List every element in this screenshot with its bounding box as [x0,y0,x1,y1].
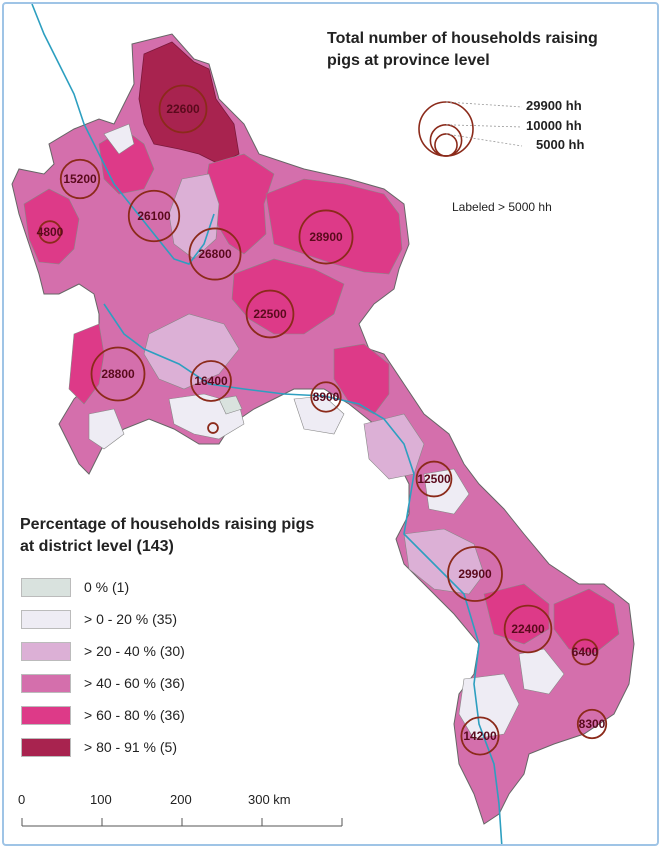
province-circle [503,604,553,654]
legend-swatch-0 [21,578,71,597]
district-hotpink-4 [23,188,80,265]
district-legend-title-line2: at district level (143) [20,538,174,555]
province-circle [207,422,219,434]
scale-label-100: 100 [90,792,112,807]
district-legend-title: Percentage of households raising pigs at… [20,514,380,558]
province-value-label: 4800 [37,225,64,239]
district-gray [218,395,243,415]
district-lilac-2 [143,313,240,390]
labeled-threshold-note: Labeled > 5000 hh [452,200,552,214]
legend-label-4: > 60 - 80 % (36) [84,707,185,723]
size-legend-leader [445,133,523,147]
rivers [31,4,503,844]
legend-swatch-5 [21,738,71,757]
district-lilac-5 [403,528,485,595]
size-legend-label-large: 29900 hh [526,98,582,113]
province-circle [245,289,295,339]
province-circle [158,84,208,134]
size-legend-circle [429,123,463,157]
province-circle [127,189,181,243]
mekong-river-south [103,303,503,844]
size-legend-leader [445,124,523,128]
legend-swatch-3 [21,674,71,693]
province-circle [571,638,599,666]
district-hotpink-2 [265,178,403,275]
province-circle [415,460,453,498]
map-title: Total number of households raising pigs … [327,28,657,72]
district-hotpink-7 [333,343,390,415]
province-value-label: 26100 [137,209,171,223]
province-value-label: 29900 [458,567,492,581]
map-title-line2: pigs at province level [327,52,490,69]
size-legend-leader [445,101,523,108]
province-value-label: 15200 [63,172,97,186]
province-value-label: 8900 [313,390,340,404]
legend-swatch-4 [21,706,71,725]
size-legend-label-small: 5000 hh [536,137,585,152]
scale-label-200: 200 [170,792,192,807]
district-legend-title-line1: Percentage of households raising pigs [20,516,315,533]
province-value-label: 14200 [463,729,497,743]
province-circle [188,227,242,281]
province-value-label: 28800 [101,367,135,381]
size-legend-circle [418,101,474,157]
scale-bar-lines [21,818,343,827]
legend-label-0: 0 % (1) [84,579,130,595]
legend-label-2: > 20 - 40 % (30) [84,643,185,659]
province-circle [59,158,101,200]
province-value-label: 22500 [253,307,287,321]
size-legend [418,101,523,157]
province-value-label: 8300 [579,717,606,731]
legend-label-3: > 40 - 60 % (36) [84,675,185,691]
province-circle [90,346,146,402]
province-value-label: 26800 [198,247,232,261]
legend-label-5: > 80 - 91 % (5) [84,739,177,755]
province-value-label: 16400 [194,374,228,388]
size-legend-circle [434,133,458,157]
country-outline [11,33,635,825]
district-hotpink-9 [553,588,620,655]
district-lilac-3 [103,123,135,155]
laos-choropleth-map: 22600 15200 26100 4800 26800 28900 22500 28800 1… [11,4,635,844]
province-circle [298,209,354,265]
scale-label-0: 0 [18,792,26,807]
province-circle [190,360,232,402]
province-circles: 22600 15200 26100 4800 26800 28900 22500 28800 1… [37,84,608,756]
legend-swatch-1 [21,610,71,629]
district-hotpink-8 [483,583,550,645]
province-value-label: 28900 [309,230,343,244]
province-circle [310,381,342,413]
province-circle [460,716,500,756]
district-hotpink-6 [68,323,105,405]
legend-swatch-2 [21,642,71,661]
province-circle [576,708,608,740]
district-hotpink-3 [231,258,345,335]
country-shapes [11,33,635,825]
mekong-river-north [31,4,215,265]
province-value-label: 12500 [417,472,451,486]
legend-label-1: > 0 - 20 % (35) [84,611,177,627]
scale-label-300: 300 km [248,792,291,807]
province-value-label: 22400 [511,622,545,636]
province-circle [447,546,503,602]
size-legend-label-medium: 10000 hh [526,118,582,133]
province-value-label: 22600 [166,102,200,116]
province-value-label: 6400 [572,645,599,659]
map-title-line1: Total number of households raising [327,30,598,47]
district-lilac-7 [88,408,125,450]
province-circle [38,220,62,244]
